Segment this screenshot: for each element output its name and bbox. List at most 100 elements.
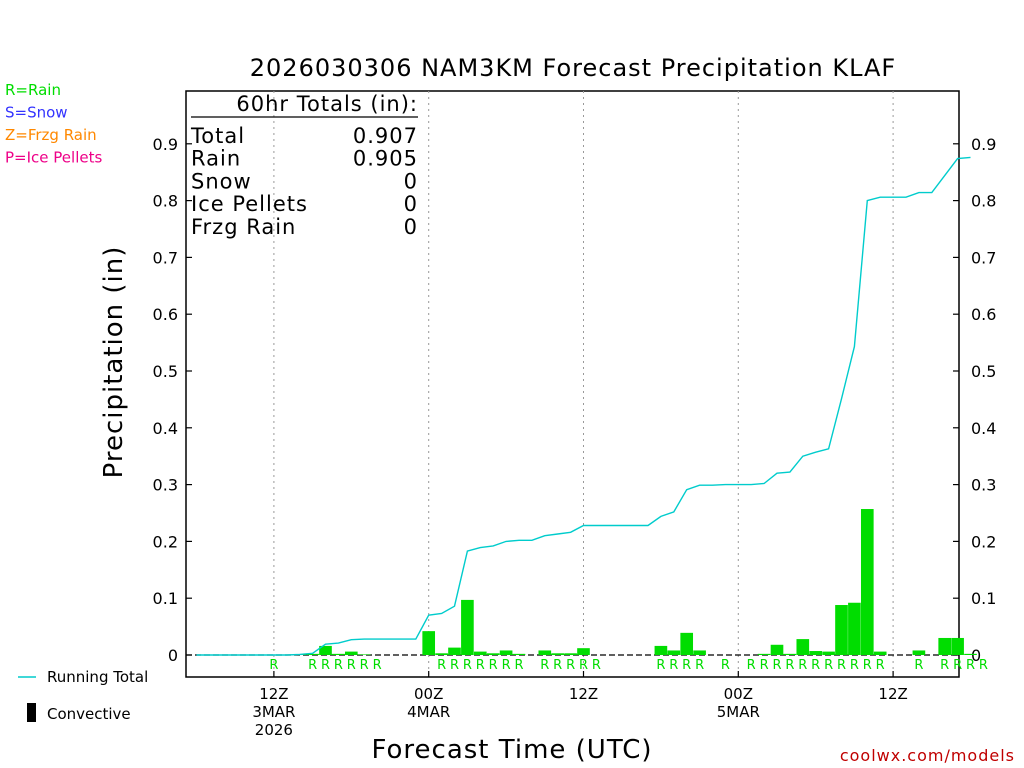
ptype-marker: R	[656, 658, 665, 673]
precip-bar	[770, 644, 784, 655]
ptype-legend-item: R=Rain	[5, 81, 61, 99]
ptype-marker: R	[269, 658, 278, 673]
ptype-marker: R	[321, 658, 330, 673]
totals-row-label: Snow	[191, 169, 252, 193]
ptype-marker: R	[798, 658, 807, 673]
y-tick-label-right: 0.1	[971, 589, 996, 608]
totals-heading: 60hr Totals (in):	[236, 92, 418, 116]
precip-bar	[499, 650, 513, 655]
y-axis-right: 0 0.1 0.2 0.3 0.4 0.5 0.6 0.7 0.8 0.9	[953, 135, 996, 665]
precip-bar	[461, 599, 474, 655]
ptype-marker: R	[863, 658, 872, 673]
precip-bar	[435, 653, 448, 655]
ptype-marker: R	[592, 658, 601, 673]
precip-bar	[473, 651, 487, 655]
y-tick-label: 0.2	[153, 532, 178, 551]
y-tick-label-right: 0.6	[971, 305, 996, 324]
ptype-marker: R	[747, 658, 756, 673]
precip-bar	[564, 653, 577, 655]
ptype-marker: R	[721, 658, 730, 673]
ptype-marker: R	[514, 658, 523, 673]
totals-row-label: Frzg Rain	[191, 215, 296, 239]
ptype-marker: R	[837, 658, 846, 673]
precip-bar	[796, 639, 810, 655]
precip-bar	[783, 653, 797, 655]
convective-legend-label: Convective	[47, 705, 131, 723]
ptype-marker: R	[579, 658, 588, 673]
ptype-marker: R	[437, 658, 446, 673]
totals-row-value: 0	[404, 192, 418, 216]
precip-bar	[486, 653, 500, 655]
ptype-marker: R	[463, 658, 472, 673]
precip-bar	[809, 651, 823, 655]
x-tick-label: 12Z	[569, 685, 598, 703]
ptype-marker: R	[979, 658, 988, 673]
y-tick-label-right: 0.8	[971, 192, 996, 211]
y-tick-label: 0.3	[153, 476, 178, 495]
ptype-marker: R	[760, 658, 769, 673]
running-total-legend-label: Running Total	[47, 668, 148, 686]
y-tick-label-right: 0.5	[971, 362, 996, 381]
precip-bar	[822, 651, 835, 655]
totals-row-label: Total	[190, 124, 245, 148]
precip-bar	[332, 653, 345, 655]
precip-bar	[873, 651, 887, 655]
ptype-marker: R	[360, 658, 369, 673]
ptype-marker: R	[811, 658, 820, 673]
ptype-marker: R	[966, 658, 975, 673]
totals-row-value: 0	[404, 215, 418, 239]
ptype-legend-item: P=Ice Pellets	[5, 149, 102, 167]
precip-bar	[693, 650, 706, 655]
precip-bar	[964, 653, 977, 655]
ptype-marker: R	[347, 658, 356, 673]
ptype-legend-item: S=Snow	[5, 104, 68, 122]
ptype-marker: R	[373, 658, 382, 673]
ptype-marker: R	[334, 658, 343, 673]
y-tick-label: 0.6	[153, 305, 178, 324]
precip-bar	[912, 650, 926, 655]
x-gridlines	[273, 91, 894, 677]
ptype-marker: R	[824, 658, 833, 673]
ptype-legend: R=Rain S=Snow Z=Frzg Rain P=Ice Pellets	[5, 81, 102, 167]
x-tick-label: 4MAR	[407, 703, 450, 721]
x-tick-label: 3MAR	[252, 703, 295, 721]
ptype-marker: R	[553, 658, 562, 673]
convective-legend-swatch	[27, 703, 36, 722]
y-tick-label-right: 0.3	[971, 476, 996, 495]
running-total-line	[196, 156, 971, 656]
precip-bar	[422, 631, 436, 655]
ptype-marker: R	[476, 658, 485, 673]
x-tick-label: 12Z	[259, 685, 288, 703]
ptype-marker: R	[489, 658, 498, 673]
ptype-marker: R	[502, 658, 511, 673]
precip-bar	[319, 645, 332, 655]
precip-bar	[951, 637, 964, 655]
ptype-marker: R	[953, 658, 962, 673]
y-tick-label: 0.8	[153, 192, 178, 211]
ptype-marker: R	[914, 658, 923, 673]
ptype-marker: R	[940, 658, 949, 673]
chart-title: 2026030306 NAM3KM Forecast Precipitation…	[250, 54, 896, 82]
precip-bar	[306, 653, 319, 655]
totals-row-value: 0.907	[353, 124, 418, 148]
y-tick-label-right: 0.4	[971, 419, 996, 438]
y-tick-label-right: 0.2	[971, 532, 996, 551]
y-tick-label: 0	[168, 646, 178, 665]
ptype-marker: R	[785, 658, 794, 673]
plot-frame	[185, 90, 960, 678]
x-axis-label: Forecast Time (UTC)	[371, 735, 652, 765]
y-tick-label-right: 0.7	[971, 248, 996, 267]
ptype-legend-item: Z=Frzg Rain	[5, 126, 97, 144]
ptype-marker: R	[450, 658, 459, 673]
y-tick-label-right: 0	[971, 646, 981, 665]
y-tick-label: 0.9	[153, 135, 178, 154]
x-tick-label: 00Z	[414, 685, 443, 703]
precip-bar	[344, 651, 358, 655]
y-tick-label-right: 0.9	[971, 135, 996, 154]
x-tick-label: 12Z	[878, 685, 907, 703]
ptype-marker: R	[566, 658, 575, 673]
totals-row-value: 0	[404, 169, 418, 193]
